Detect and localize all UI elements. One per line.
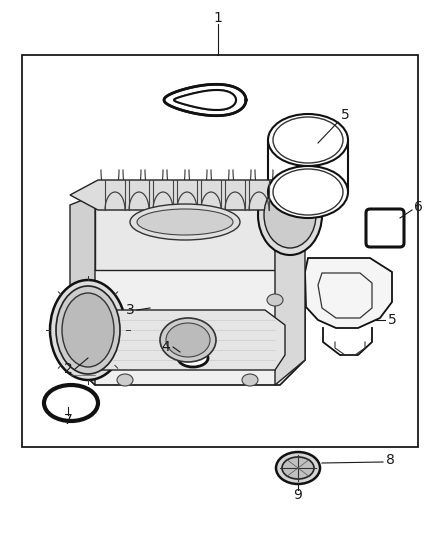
Ellipse shape: [282, 457, 314, 479]
Ellipse shape: [50, 280, 126, 380]
Text: 6: 6: [413, 200, 422, 214]
Polygon shape: [305, 258, 392, 328]
Text: 2: 2: [64, 362, 72, 376]
Text: 3: 3: [126, 303, 134, 317]
Ellipse shape: [276, 452, 320, 484]
Ellipse shape: [160, 318, 216, 362]
Ellipse shape: [137, 209, 233, 235]
Polygon shape: [90, 310, 285, 370]
Ellipse shape: [264, 182, 316, 248]
Polygon shape: [95, 195, 275, 270]
Text: 5: 5: [388, 313, 396, 327]
Ellipse shape: [130, 204, 240, 240]
Ellipse shape: [92, 294, 108, 306]
FancyBboxPatch shape: [366, 209, 404, 247]
Ellipse shape: [242, 374, 258, 386]
Text: 5: 5: [341, 108, 350, 122]
Text: 1: 1: [214, 11, 223, 25]
Text: 7: 7: [64, 413, 72, 427]
Ellipse shape: [166, 323, 210, 357]
Ellipse shape: [117, 374, 133, 386]
Ellipse shape: [267, 294, 283, 306]
Polygon shape: [70, 195, 95, 385]
Polygon shape: [275, 175, 305, 385]
Ellipse shape: [44, 385, 98, 421]
Ellipse shape: [56, 286, 120, 374]
Ellipse shape: [62, 293, 114, 367]
Text: 4: 4: [162, 340, 170, 354]
Polygon shape: [174, 90, 236, 110]
Text: 8: 8: [385, 453, 395, 467]
Polygon shape: [70, 180, 300, 210]
Polygon shape: [164, 84, 246, 116]
Polygon shape: [95, 175, 305, 205]
Polygon shape: [70, 270, 305, 385]
Text: 9: 9: [293, 488, 302, 502]
Ellipse shape: [258, 175, 322, 255]
Bar: [22, 55, 418, 447]
Ellipse shape: [268, 114, 348, 166]
Ellipse shape: [178, 349, 208, 367]
Ellipse shape: [268, 166, 348, 218]
